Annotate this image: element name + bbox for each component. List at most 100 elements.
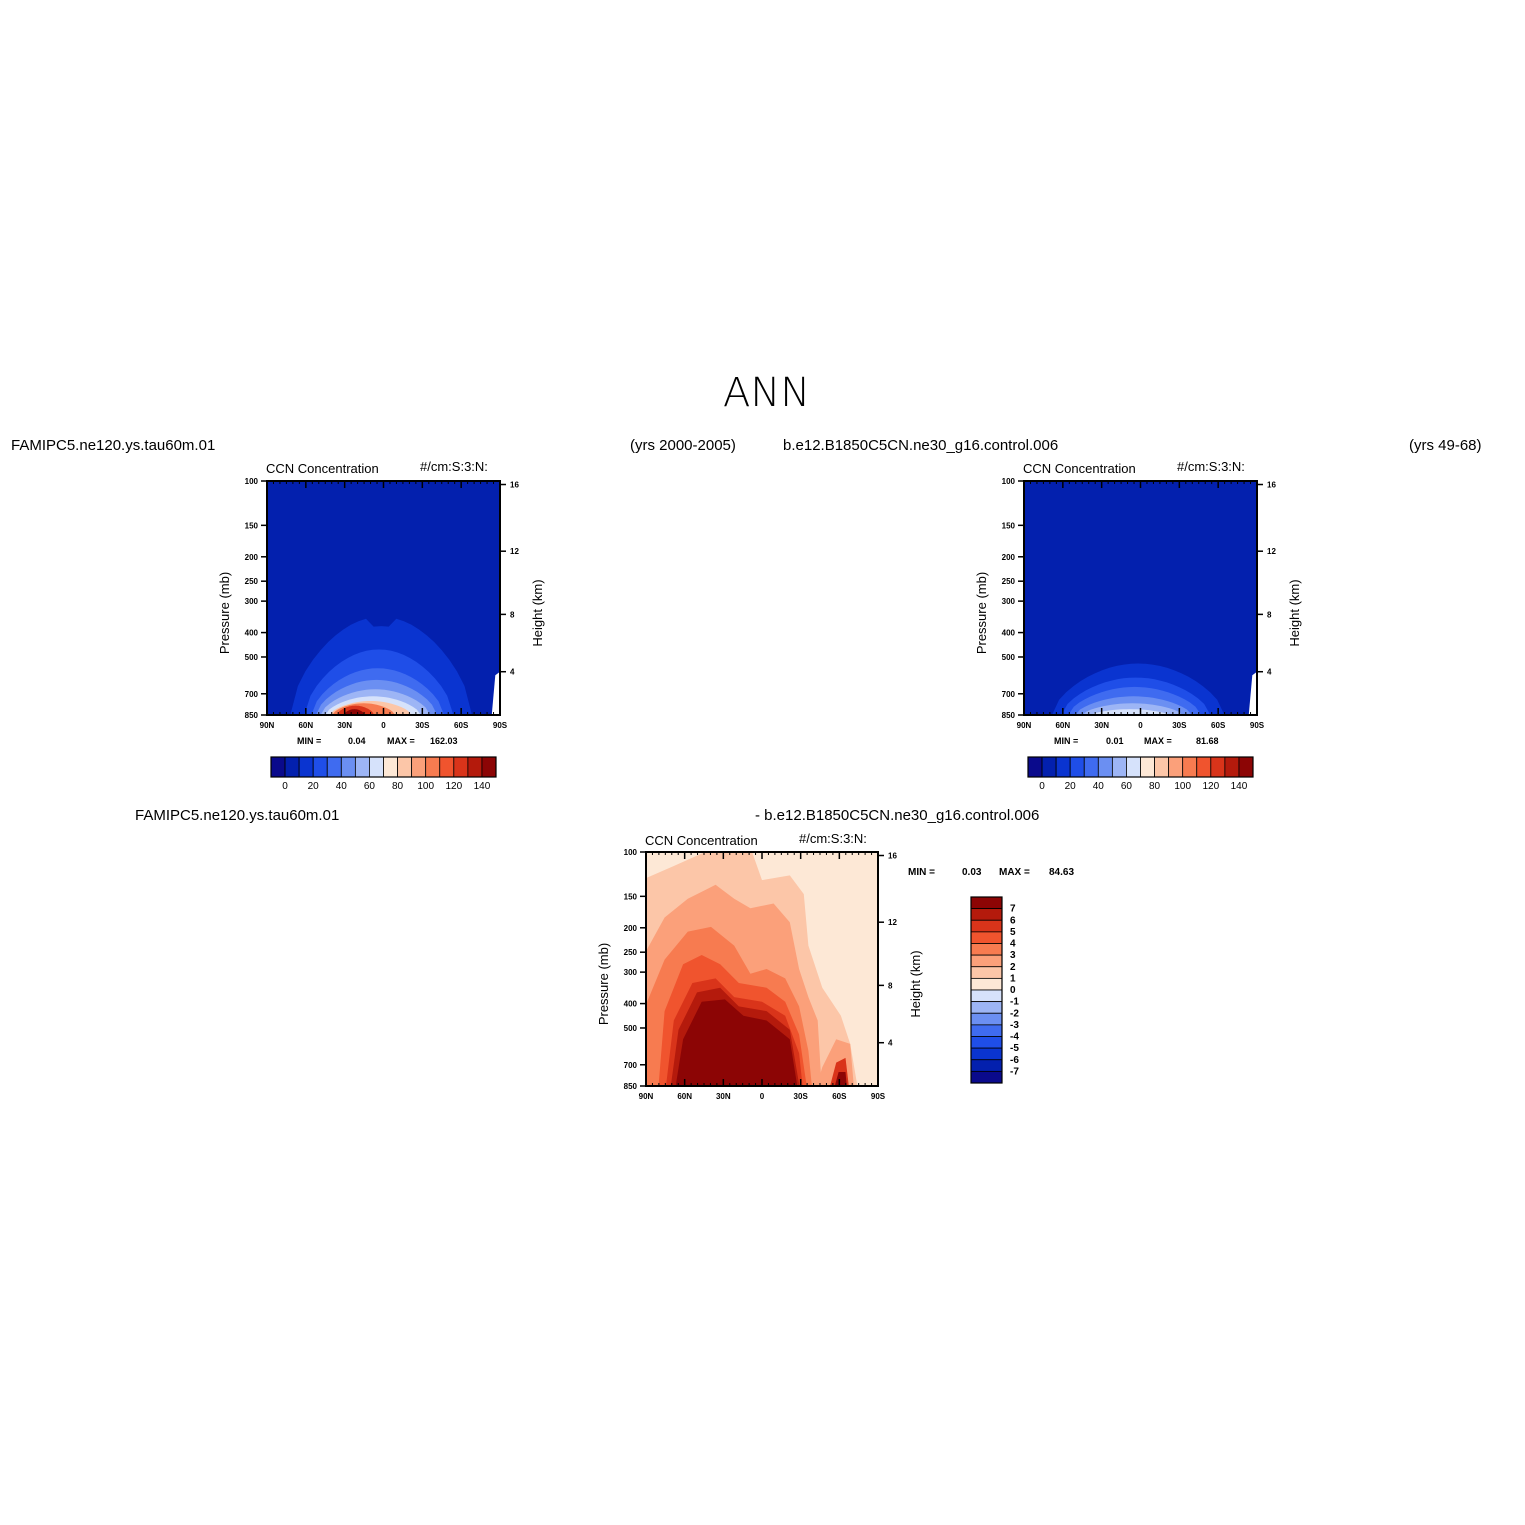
plot3-field (646, 852, 878, 1086)
colorbar-label: 140 (1231, 781, 1248, 792)
panel3-max-value: 84.63 (1049, 867, 1075, 878)
panel3-variable: CCN Concentration (645, 833, 758, 848)
y-tick-label: 250 (624, 948, 638, 957)
colorbar-label: 60 (1121, 781, 1133, 792)
x-tick-label: 0 (381, 721, 386, 730)
colorbar-label: 6 (1010, 915, 1016, 926)
y-tick-label: 500 (245, 653, 259, 662)
y2-tick-label: 12 (1267, 547, 1276, 556)
colorbar-label: 0 (282, 781, 288, 792)
colorbar-label: 140 (474, 781, 491, 792)
y-tick-label: 100 (624, 848, 638, 857)
panel1-max-value: 162.03 (430, 736, 458, 746)
colorbar-label: 100 (1174, 781, 1191, 792)
y-tick-label: 400 (245, 629, 259, 638)
contour-level-10 (491, 671, 500, 715)
y-tick-label: 150 (1002, 521, 1016, 530)
x-tick-label: 90N (1017, 721, 1032, 730)
colorbar-label: 7 (1010, 904, 1016, 915)
panel2-max-label: MAX = (1144, 736, 1172, 746)
y2-tick-label: 16 (888, 852, 897, 861)
panel3-min-label: MIN = (908, 867, 935, 878)
contour-level-9 (343, 709, 365, 715)
x-tick-label: 60S (454, 721, 469, 730)
colorbar-frame (970, 896, 1003, 1084)
colorbar-label: 20 (1065, 781, 1077, 792)
y2-tick-label: 16 (1267, 481, 1276, 490)
colorbar-frame (1027, 756, 1254, 778)
colorbar-label: 60 (364, 781, 376, 792)
y-tick-label: 700 (1002, 690, 1016, 699)
colorbar-label: -4 (1010, 1032, 1019, 1043)
panel2-min-label: MIN = (1054, 736, 1079, 746)
y-tick-label: 400 (624, 1000, 638, 1009)
x-tick-label: 30S (415, 721, 430, 730)
colorbar-box (970, 919, 1003, 933)
panel1-units: #/cm:S:3:N: (420, 459, 488, 474)
x-tick-label: 30S (794, 1092, 809, 1101)
y2-axis-label: Height (km) (908, 950, 923, 1017)
plot2-field (1024, 481, 1257, 715)
y-tick-label: 100 (245, 477, 259, 486)
x-tick-label: 90S (493, 721, 508, 730)
colorbar-label: 40 (336, 781, 348, 792)
colorbar-label: -6 (1010, 1055, 1019, 1066)
panel3-max-label: MAX = (999, 867, 1030, 878)
y2-tick-label: 8 (888, 981, 893, 990)
panel3-units: #/cm:S:3:N: (799, 831, 867, 846)
panel1-min-value: 0.04 (348, 736, 366, 746)
y2-tick-label: 12 (510, 547, 519, 556)
x-tick-label: 60N (1055, 721, 1070, 730)
colorbar-box (970, 1070, 1003, 1084)
colorbar-label: -1 (1010, 997, 1019, 1008)
plot1-field (267, 481, 500, 715)
y-axis-label: Pressure (mb) (974, 572, 989, 654)
y2-tick-label: 8 (1267, 610, 1272, 619)
y-axis-label: Pressure (mb) (596, 943, 611, 1025)
x-tick-label: 90N (639, 1092, 654, 1101)
x-tick-label: 30N (716, 1092, 731, 1101)
colorbar-box (970, 1024, 1003, 1037)
colorbar-box (970, 896, 1003, 910)
colorbar-frame (270, 756, 497, 778)
panel2-variable: CCN Concentration (1023, 461, 1136, 476)
colorbar-label: 120 (445, 781, 462, 792)
panel2-units: #/cm:S:3:N: (1177, 459, 1245, 474)
panel2-years: (yrs 49-68) (1409, 437, 1482, 454)
y-tick-label: 850 (624, 1082, 638, 1091)
colorbar-label: 0 (1039, 781, 1045, 792)
colorbar-box (970, 1012, 1003, 1026)
y2-tick-label: 12 (888, 918, 897, 927)
colorbar-label: 5 (1010, 927, 1016, 938)
y-tick-label: 500 (624, 1024, 638, 1033)
x-tick-label: 30N (1094, 721, 1109, 730)
x-tick-label: 90S (871, 1092, 886, 1101)
y-tick-label: 700 (624, 1061, 638, 1070)
x-tick-label: 30N (337, 721, 352, 730)
colorbar-label: 40 (1093, 781, 1105, 792)
panel1-min-label: MIN = (297, 736, 322, 746)
y2-tick-label: 4 (510, 668, 515, 677)
y-tick-label: 400 (1002, 629, 1016, 638)
panel3-case-name: FAMIPC5.ne120.ys.tau60m.01 (135, 807, 340, 824)
panel3-case-name-2: - b.e12.B1850C5CN.ne30_g16.control.006 (755, 807, 1040, 824)
y-tick-label: 200 (624, 924, 638, 933)
y-tick-label: 100 (1002, 477, 1016, 486)
colorbar-box (970, 1036, 1003, 1049)
x-tick-label: 90N (260, 721, 275, 730)
x-tick-label: 0 (1138, 721, 1143, 730)
colorbar-label: -2 (1010, 1008, 1019, 1019)
colorbar-label: 80 (1149, 781, 1161, 792)
colorbar-label: -5 (1010, 1043, 1019, 1054)
colorbar-box (970, 1059, 1003, 1072)
colorbar-box (970, 908, 1003, 921)
x-tick-label: 60S (832, 1092, 847, 1101)
colorbar-box (970, 989, 1003, 1003)
panel1-case-name: FAMIPC5.ne120.ys.tau60m.01 (11, 437, 216, 454)
colorbar-label: -3 (1010, 1020, 1019, 1031)
y-tick-label: 300 (245, 597, 259, 606)
colorbar-box (970, 931, 1003, 944)
colorbar-label: 100 (417, 781, 434, 792)
